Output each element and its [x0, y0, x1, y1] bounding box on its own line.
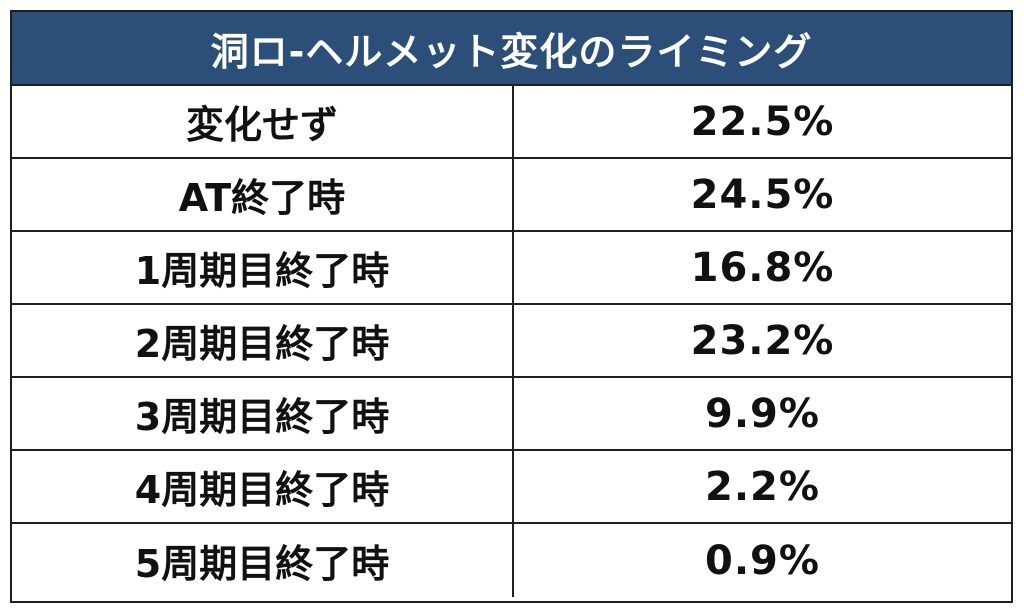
table-row: 5周期目終了時 0.9%: [12, 524, 1011, 597]
row-label: 3周期目終了時: [12, 378, 514, 449]
table-row: 4周期目終了時 2.2%: [12, 451, 1011, 524]
probability-table: 洞ロ-ヘルメット変化のライミング 変化せず 22.5% AT終了時 24.5% …: [10, 10, 1013, 603]
row-label: 2周期目終了時: [12, 305, 514, 376]
row-value: 0.9%: [705, 537, 820, 584]
row-label: 5周期目終了時: [12, 524, 514, 597]
table-header: 洞ロ-ヘルメット変化のライミング: [12, 12, 1011, 86]
table-row: 2周期目終了時 23.2%: [12, 305, 1011, 378]
row-value: 22.5%: [690, 98, 835, 145]
row-label: 1周期目終了時: [12, 232, 514, 303]
row-label: 4周期目終了時: [12, 451, 514, 522]
row-value: 23.2%: [690, 317, 835, 364]
row-value: 2.2%: [705, 463, 820, 510]
table-row: 変化せず 22.5%: [12, 86, 1011, 159]
table-body: 変化せず 22.5% AT終了時 24.5% 1周期目終了時 16.8% 2周期…: [12, 86, 1011, 597]
table-title: 洞ロ-ヘルメット変化のライミング: [210, 29, 813, 74]
table-row: 1周期目終了時 16.8%: [12, 232, 1011, 305]
row-value: 16.8%: [690, 244, 835, 291]
row-label: 変化せず: [12, 86, 514, 157]
table-row: 3周期目終了時 9.9%: [12, 378, 1011, 451]
row-value: 24.5%: [690, 171, 835, 218]
row-label: AT終了時: [12, 159, 514, 230]
row-value: 9.9%: [705, 390, 820, 437]
table-row: AT終了時 24.5%: [12, 159, 1011, 232]
